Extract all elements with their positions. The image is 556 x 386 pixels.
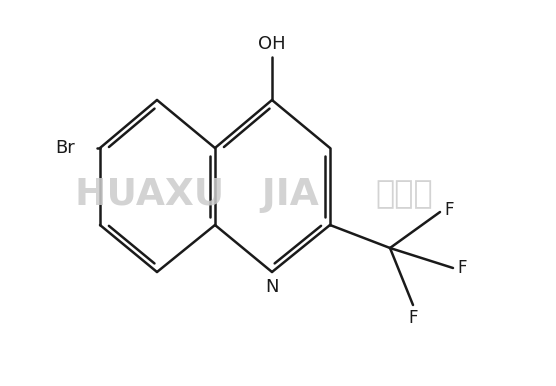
Text: HUAXU  JIA: HUAXU JIA — [75, 177, 319, 213]
Text: OH: OH — [258, 35, 286, 53]
Text: F: F — [444, 201, 454, 219]
Text: 化学加: 化学加 — [375, 179, 433, 210]
Text: F: F — [408, 309, 418, 327]
Text: Br: Br — [55, 139, 75, 157]
Text: N: N — [265, 278, 279, 296]
Text: F: F — [457, 259, 466, 277]
